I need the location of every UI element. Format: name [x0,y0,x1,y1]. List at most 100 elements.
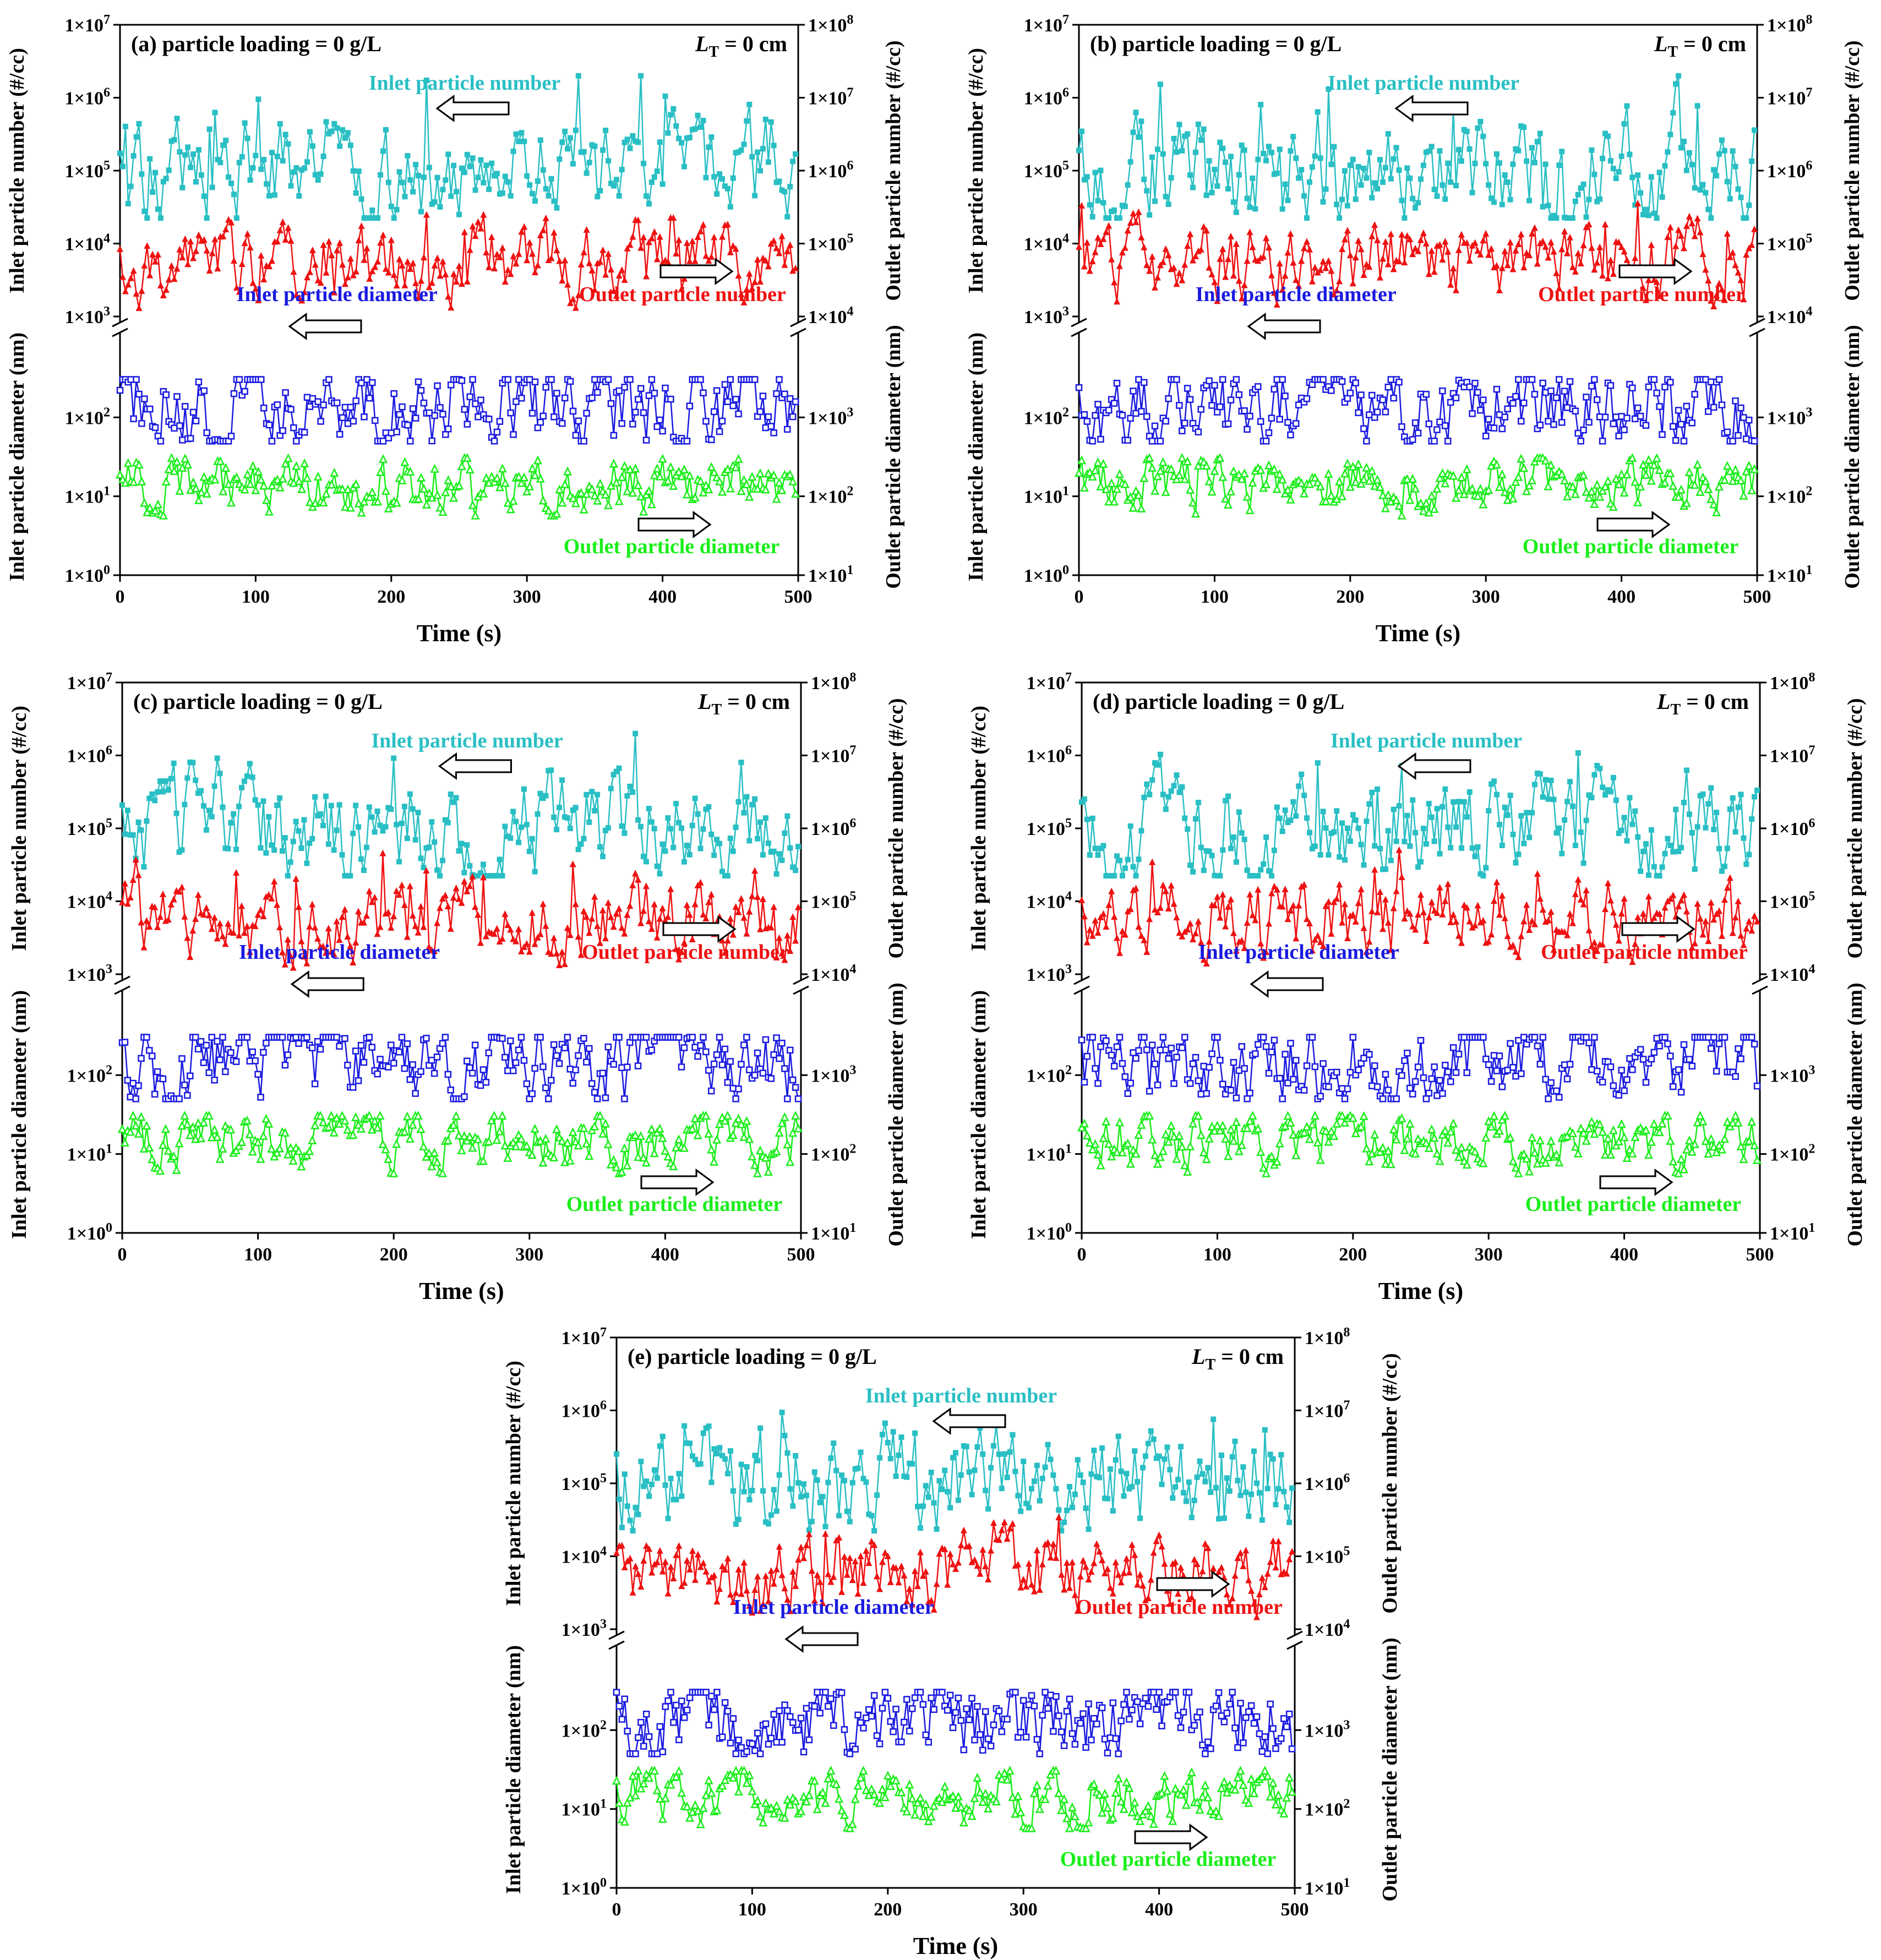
data-point-outlet-number [746,908,753,915]
data-point-outlet-number [646,1545,653,1552]
data-point-outlet-number [507,926,514,933]
data-point-inlet-number [570,161,576,167]
data-point-outlet-diameter [1611,1140,1621,1150]
y-right-upper-tick-label: 1×107 [1770,744,1815,767]
data-point-inlet-diameter [1355,409,1362,417]
data-point-inlet-number [749,1487,755,1493]
data-point-inlet-number [1239,830,1245,836]
data-point-outlet-diameter [281,458,290,468]
data-point-inlet-number [1293,813,1299,819]
data-point-outlet-number [1675,903,1682,910]
data-point-inlet-diameter [127,1093,134,1101]
data-point-inlet-number [1678,145,1684,151]
data-point-inlet-diameter [1401,1057,1408,1064]
data-point-inlet-number [220,142,226,148]
data-point-inlet-diameter [1393,1095,1400,1102]
data-point-outlet-number [1501,914,1508,921]
data-point-outlet-diameter [1373,474,1382,484]
data-point-inlet-number [454,189,460,195]
data-point-inlet-diameter [344,1061,351,1069]
data-point-outlet-number [1320,258,1327,265]
data-point-inlet-number [1268,873,1274,879]
data-point-inlet-number [733,1521,739,1527]
data-point-outlet-number [1102,1569,1109,1576]
data-point-inlet-diameter [569,1079,576,1087]
data-point-inlet-number [1393,838,1399,844]
data-point-outlet-diameter [1714,482,1724,491]
data-point-inlet-number [1165,201,1171,208]
data-point-inlet-diameter [645,392,653,399]
data-point-outlet-number [1208,270,1215,277]
data-point-inlet-number [1138,828,1144,834]
data-point-inlet-number [426,165,432,171]
data-point-outlet-number [1366,938,1373,945]
data-point-inlet-diameter [615,1702,623,1710]
arrow-inlet-diameter [1250,970,1324,998]
data-point-outlet-number [713,1598,721,1605]
data-point-outlet-number [1028,1581,1035,1588]
data-point-inlet-diameter [173,393,181,400]
x-tick-label: 300 [1475,1244,1503,1265]
data-point-inlet-number [1375,786,1381,792]
x-tick-label: 100 [738,1899,766,1920]
data-point-inlet-number [782,830,788,836]
data-point-inlet-number [950,1455,956,1461]
data-point-inlet-diameter [870,1692,878,1699]
data-point-outlet-number [1650,914,1658,921]
data-point-outlet-number [1702,918,1709,925]
data-point-outlet-diameter [655,1123,664,1133]
data-point-inlet-diameter [566,1066,574,1073]
data-point-inlet-diameter [1675,1066,1682,1073]
y-left-lower-title: Inlet particle diameter (nm) [967,990,990,1239]
data-point-inlet-number [1149,777,1155,783]
data-point-outlet-number [724,1554,732,1562]
data-point-inlet-number [378,172,384,178]
data-point-outlet-number [501,278,509,285]
data-point-outlet-diameter [305,497,314,506]
data-point-inlet-number [1529,145,1535,151]
data-point-inlet-number [470,155,476,161]
data-point-outlet-diameter [734,454,743,463]
data-point-outlet-diameter [603,1139,613,1149]
data-point-outlet-number [1179,276,1186,283]
data-point-inlet-diameter [194,1045,202,1053]
data-point-outlet-number [724,937,731,944]
data-point-inlet-number [646,201,652,207]
data-point-outlet-diameter [1541,1158,1550,1167]
data-point-inlet-diameter [664,1697,672,1705]
data-point-inlet-number [456,211,462,217]
data-point-outlet-number [249,279,257,286]
data-point-inlet-number [1050,1472,1056,1478]
data-point-inlet-diameter [1650,1049,1658,1056]
data-point-outlet-diameter [1400,1145,1409,1154]
data-point-outlet-diameter [1204,1133,1214,1143]
data-point-inlet-number [564,815,570,821]
data-point-outlet-number [1390,265,1397,272]
data-point-inlet-number [421,865,427,871]
data-point-inlet-number [621,1471,628,1477]
data-point-inlet-number [225,845,231,851]
data-point-outlet-number [1331,898,1338,905]
data-point-inlet-number [165,787,171,793]
data-point-outlet-number [700,910,707,918]
label-inlet-diameter: Inlet particle diameter [1196,283,1397,306]
data-point-outlet-number [477,225,484,232]
y-left-upper-tick-label: 1×106 [1027,744,1072,767]
data-point-inlet-diameter [615,387,623,395]
data-point-inlet-number [1719,137,1725,143]
data-point-outlet-number [738,291,745,298]
data-point-inlet-diameter [1360,1055,1367,1062]
arrow-outlet-number [1618,258,1693,285]
data-point-inlet-number [372,829,378,835]
data-point-inlet-number [1410,797,1416,803]
data-point-outlet-diameter [644,485,653,495]
data-point-inlet-diameter [1173,1053,1180,1061]
data-point-inlet-number [638,1459,644,1465]
data-point-inlet-number [1583,214,1589,220]
data-point-outlet-diameter [786,1157,795,1166]
data-point-inlet-diameter [949,1724,957,1732]
data-point-inlet-number [885,1440,891,1446]
data-point-outlet-diameter [384,503,393,513]
data-point-outlet-number [1130,886,1137,893]
data-point-inlet-number [678,825,684,831]
